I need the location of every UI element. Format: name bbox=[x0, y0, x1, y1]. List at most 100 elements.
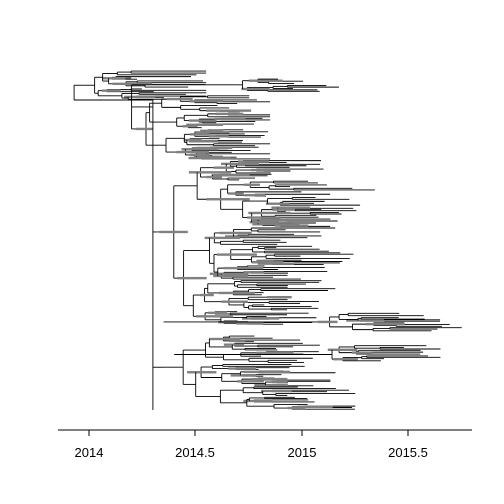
node-uncertainty-bar bbox=[206, 109, 252, 112]
node-uncertainty-bar bbox=[186, 123, 224, 127]
node-uncertainty-bar bbox=[211, 173, 250, 177]
node-uncertainty-bar bbox=[224, 235, 267, 238]
x-tick-2014-5: 2014.5 bbox=[175, 430, 215, 460]
node-uncertainty-bar bbox=[287, 406, 306, 410]
node-uncertainty-bar bbox=[193, 155, 223, 159]
node-uncertainty-bar bbox=[236, 322, 264, 325]
node-uncertainty-bar bbox=[242, 317, 280, 320]
node-uncertainty-bar bbox=[230, 374, 256, 377]
node-uncertainty-bar bbox=[177, 276, 207, 280]
node-uncertainty-bar bbox=[265, 202, 290, 205]
node-uncertainty-bar bbox=[244, 193, 265, 197]
node-uncertainty-bar bbox=[243, 399, 273, 403]
node-uncertainty-bar bbox=[188, 156, 231, 160]
node-uncertainty-bar bbox=[213, 274, 248, 278]
node-uncertainty-bar bbox=[190, 153, 210, 157]
node-uncertainty-bar bbox=[208, 135, 229, 138]
node-uncertainty-bar bbox=[351, 351, 373, 354]
node-uncertainty-bar bbox=[221, 162, 259, 166]
node-uncertainty-bar bbox=[189, 140, 218, 143]
node-uncertainty-bar bbox=[206, 198, 250, 201]
x-tick-label: 2015.5 bbox=[388, 445, 428, 460]
node-uncertainty-bar bbox=[254, 383, 288, 387]
node-uncertainty-bar bbox=[196, 315, 233, 318]
node-uncertainty-bar bbox=[266, 295, 292, 299]
node-uncertainty-bar bbox=[248, 211, 291, 215]
node-uncertainty-bar bbox=[237, 160, 269, 163]
node-uncertainty-bar bbox=[124, 95, 156, 99]
x-tick-2015-5: 2015.5 bbox=[388, 430, 428, 460]
x-tick-2015: 2015 bbox=[288, 430, 317, 460]
node-uncertainty-bar bbox=[187, 371, 217, 374]
node-uncertainty-bar bbox=[317, 320, 338, 324]
node-uncertainty-bar bbox=[274, 224, 309, 227]
node-uncertainty-bar bbox=[213, 166, 234, 169]
node-uncertainty-bar bbox=[246, 216, 281, 219]
node-uncertainty-bar bbox=[182, 125, 198, 128]
node-uncertainty-bar bbox=[209, 272, 249, 275]
node-uncertainty-bar bbox=[243, 183, 260, 186]
node-uncertainty-bar bbox=[252, 218, 287, 222]
node-uncertainty-bar bbox=[271, 380, 288, 384]
node-uncertainty-bar bbox=[176, 150, 209, 154]
node-uncertainty-bar bbox=[221, 300, 248, 303]
node-uncertainty-bar bbox=[112, 82, 153, 86]
node-uncertainty-bar bbox=[181, 148, 219, 151]
node-uncertainty-bar bbox=[218, 291, 255, 295]
node-uncertainty-bar bbox=[135, 127, 153, 131]
node-uncertainty-bar bbox=[206, 175, 223, 179]
node-uncertainty-bar bbox=[223, 343, 245, 346]
node-uncertainty-bar bbox=[215, 112, 244, 116]
node-uncertainty-bar bbox=[244, 370, 291, 374]
node-uncertainty-bar bbox=[196, 146, 233, 150]
node-uncertainty-bar bbox=[208, 337, 241, 341]
x-tick-label: 2014.5 bbox=[175, 445, 215, 460]
node-uncertainty-bar bbox=[199, 293, 214, 297]
tree-branches bbox=[73, 70, 462, 410]
node-uncertainty-bar bbox=[223, 266, 264, 270]
node-uncertainty-bar bbox=[216, 253, 257, 256]
node-uncertainty-bar bbox=[248, 79, 283, 82]
x-axis: 2014 2014.5 2015 2015.5 bbox=[58, 429, 472, 460]
node-uncertainty-bar bbox=[251, 377, 288, 381]
x-tick-label: 2014 bbox=[75, 445, 104, 460]
node-uncertainty-bar bbox=[102, 77, 126, 80]
node-uncertainty-bar bbox=[214, 117, 246, 121]
node-uncertainty-bar bbox=[257, 262, 295, 265]
node-uncertainty-bar bbox=[189, 100, 223, 103]
node-uncertainty-bar bbox=[256, 259, 274, 263]
x-tick-2014: 2014 bbox=[75, 430, 104, 460]
node-uncertainty-bar bbox=[272, 208, 295, 211]
node-uncertainty-bar bbox=[249, 220, 280, 224]
node-uncertainty-bar bbox=[204, 236, 240, 240]
node-uncertainty-bar bbox=[167, 97, 193, 101]
node-uncertainty-bar bbox=[241, 87, 270, 91]
node-uncertainty-bar bbox=[256, 351, 294, 355]
node-uncertainty-bar bbox=[228, 339, 246, 343]
node-uncertainty-bar bbox=[188, 119, 217, 122]
node-uncertainty-bar bbox=[190, 133, 210, 136]
node-uncertainty-bar bbox=[260, 389, 292, 393]
node-uncertainty-bar bbox=[327, 348, 358, 351]
node-uncertainty-bar bbox=[183, 138, 202, 142]
node-uncertainty-bar bbox=[346, 319, 384, 322]
node-uncertainty-bar bbox=[228, 367, 256, 370]
node-uncertainty-bar bbox=[271, 206, 311, 209]
node-uncertainty-bar bbox=[200, 129, 224, 133]
node-uncertainty-bar bbox=[252, 223, 294, 226]
node-uncertainty-bar bbox=[243, 271, 264, 274]
node-uncertainty-bar bbox=[237, 380, 264, 383]
node-uncertainty-bar bbox=[297, 405, 333, 409]
node-uncertainty-bar bbox=[101, 89, 121, 92]
node-uncertainty-bar bbox=[188, 171, 232, 174]
node-uncertainty-bar bbox=[159, 230, 188, 234]
node-uncertainty-bar bbox=[250, 168, 265, 172]
node-uncertainty-bar bbox=[251, 261, 284, 264]
node-uncertainty-bar bbox=[219, 231, 252, 235]
node-uncertainty-bar bbox=[333, 358, 358, 361]
node-uncertainty-bar bbox=[208, 311, 227, 315]
node-uncertainty-bar bbox=[365, 322, 405, 326]
node-uncertainty-bar bbox=[228, 192, 244, 195]
x-tick-label: 2015 bbox=[288, 445, 317, 460]
